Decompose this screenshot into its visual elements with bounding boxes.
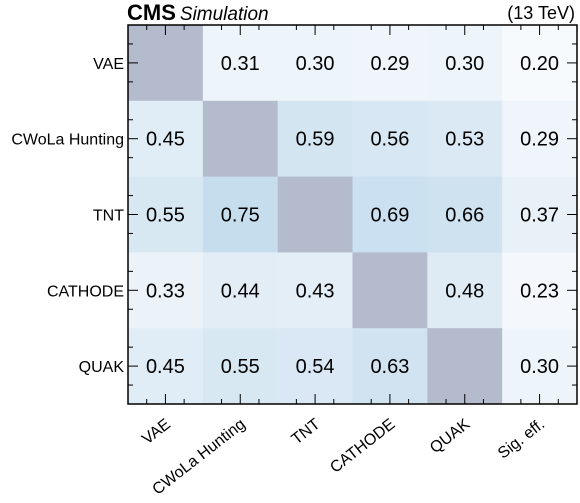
cell-value-label: 0.45 xyxy=(146,356,185,378)
heatmap-cell xyxy=(202,100,279,178)
heatmap-cell xyxy=(352,252,428,329)
cell-value-label: 0.30 xyxy=(445,53,484,75)
x-tick-label: TNT xyxy=(289,416,324,449)
heatmap-cell xyxy=(128,252,204,329)
cell-value-label: 0.69 xyxy=(370,205,409,227)
cell-value-label: 0.54 xyxy=(296,356,335,378)
cell-value-label: 0.37 xyxy=(520,205,559,227)
heatmap-cell xyxy=(277,25,353,102)
cell-value-label: 0.44 xyxy=(221,280,260,302)
heatmap-cell xyxy=(352,328,428,405)
experiment-label: CMS Simulation xyxy=(127,0,269,26)
heatmap-cell xyxy=(128,25,204,102)
x-tick-label: Sig. eff. xyxy=(495,416,548,463)
y-tick-label: QUAK xyxy=(79,359,125,376)
cell-value-label: 0.53 xyxy=(445,129,484,151)
heatmap-cell xyxy=(128,176,204,253)
heatmap-cell xyxy=(202,328,279,405)
heatmap-cell xyxy=(427,252,503,329)
cell-value-label: 0.29 xyxy=(520,129,559,151)
heatmap-cell xyxy=(277,252,353,329)
x-tick-label: VAE xyxy=(139,416,174,448)
heatmap-cell xyxy=(502,252,578,329)
cell-value-label: 0.45 xyxy=(146,129,185,151)
cell-value-label: 0.63 xyxy=(370,356,409,378)
heatmap-cell xyxy=(277,176,353,253)
cell-value-label: 0.48 xyxy=(445,280,484,302)
heatmap-cell xyxy=(202,252,279,329)
cell-value-label: 0.59 xyxy=(296,129,335,151)
y-tick-label: VAE xyxy=(93,56,124,73)
simulation-label: Simulation xyxy=(179,4,269,25)
x-tick-label: QUAK xyxy=(427,416,473,458)
y-tick-label: CATHODE xyxy=(47,283,124,300)
cell-value-label: 0.66 xyxy=(445,205,484,227)
cell-value-label: 0.33 xyxy=(146,280,185,302)
cell-value-label: 0.55 xyxy=(146,205,185,227)
heatmap-cell xyxy=(502,176,578,253)
y-tick-label: TNT xyxy=(93,208,124,225)
heatmap-cell xyxy=(128,328,204,405)
cell-value-label: 0.56 xyxy=(370,129,409,151)
cell-value-label: 0.20 xyxy=(520,53,559,75)
heatmap-cell xyxy=(277,328,353,405)
heatmap-cell xyxy=(427,176,503,253)
heatmap-cell xyxy=(128,100,204,178)
heatmap-cell xyxy=(202,176,279,253)
y-tick-label: CWoLa Hunting xyxy=(11,132,124,149)
cell-value-label: 0.31 xyxy=(221,53,260,75)
cell-value-label: 0.23 xyxy=(520,280,559,302)
heatmap-cell xyxy=(502,25,578,102)
cell-value-label: 0.30 xyxy=(296,53,335,75)
heatmap-cell xyxy=(502,328,578,405)
heatmap-cell xyxy=(352,176,428,253)
heatmap-cell xyxy=(277,100,353,178)
energy-label: (13 TeV) xyxy=(507,3,575,23)
cell-value-label: 0.30 xyxy=(520,356,559,378)
cell-value-label: 0.43 xyxy=(296,280,335,302)
heatmap-cell xyxy=(427,25,503,102)
heatmap-cell xyxy=(427,328,503,405)
cell-value-label: 0.55 xyxy=(221,356,260,378)
cell-value-label: 0.29 xyxy=(370,53,409,75)
heatmap-cell xyxy=(427,100,503,178)
heatmap-cell xyxy=(352,100,428,178)
heatmap-cell xyxy=(352,25,428,102)
x-tick-label: CATHODE xyxy=(327,416,398,477)
heatmap-cell xyxy=(502,100,578,178)
cms-logo-text: CMS xyxy=(127,0,176,25)
cell-value-label: 0.75 xyxy=(221,205,260,227)
heatmap-cell xyxy=(202,25,279,102)
